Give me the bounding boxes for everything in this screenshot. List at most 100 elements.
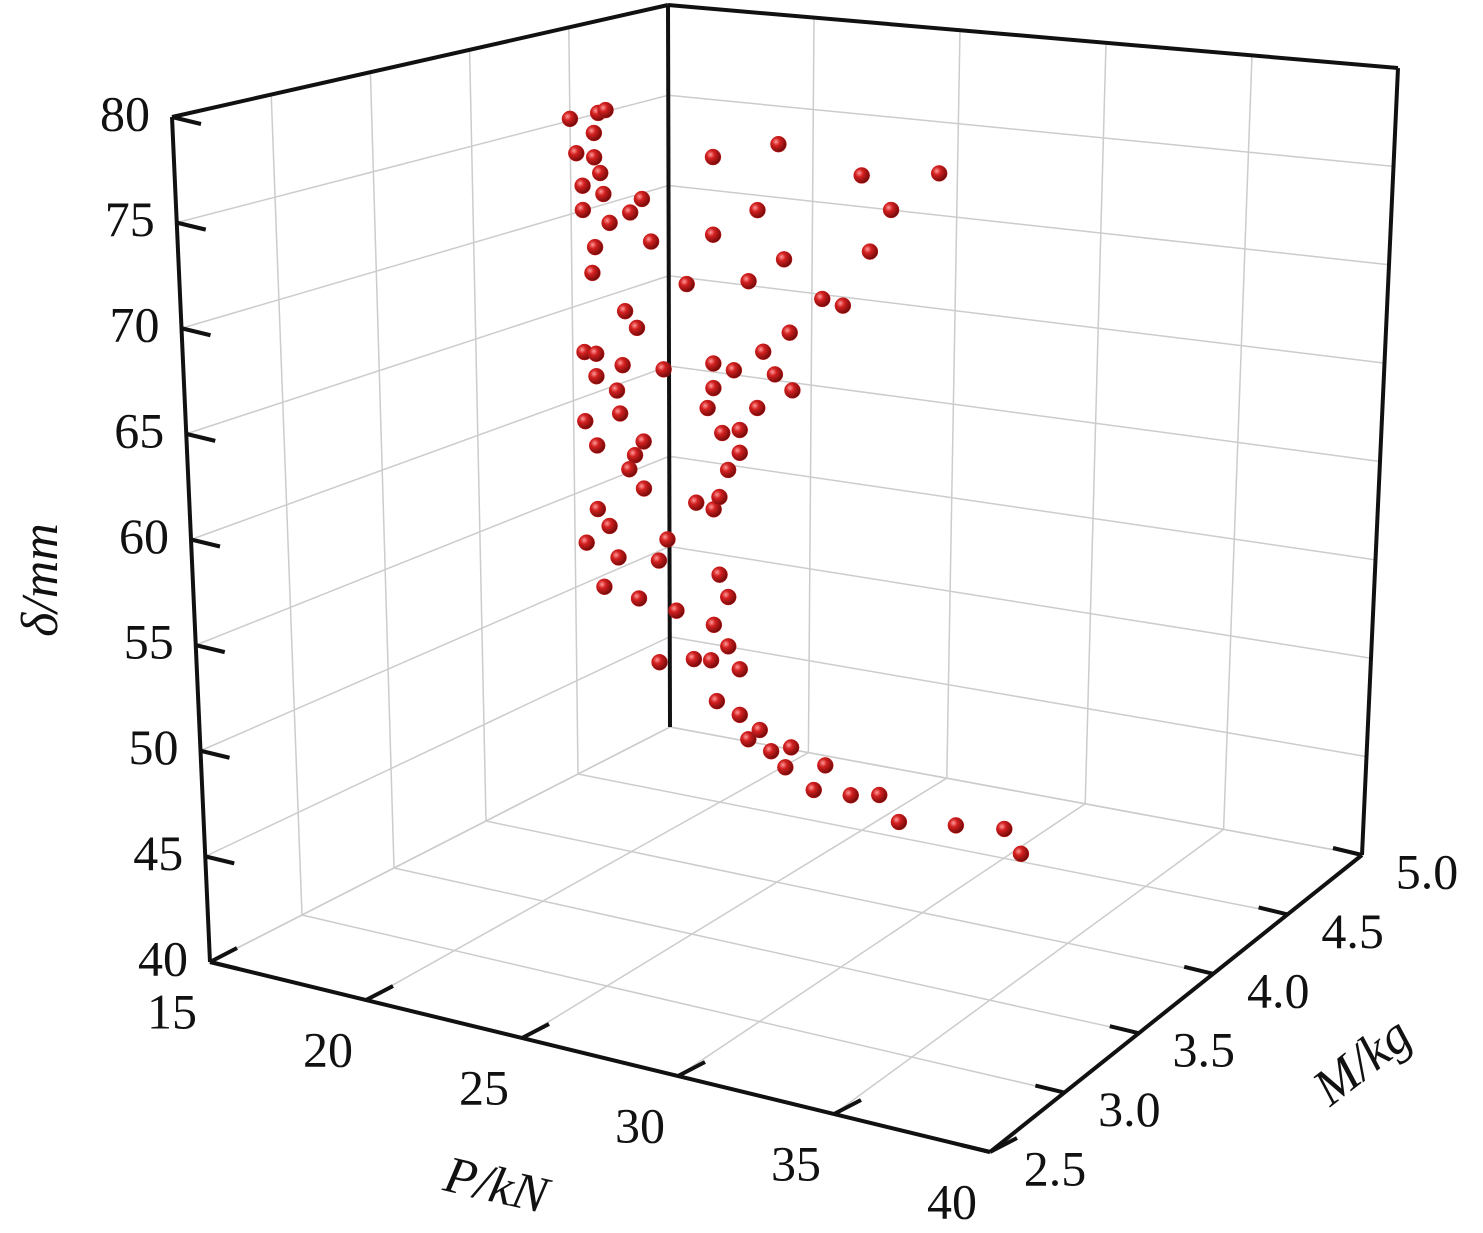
- point: [651, 653, 668, 671]
- z-tick: [195, 643, 226, 655]
- point: [687, 494, 705, 511]
- point: [719, 588, 737, 606]
- point: [668, 602, 685, 619]
- z-tick-label: 40: [138, 930, 188, 986]
- point: [574, 177, 591, 194]
- axis-line: [667, 3, 1399, 70]
- point: [650, 552, 668, 569]
- z-tick-label: 80: [100, 85, 150, 141]
- point: [871, 786, 888, 804]
- grid-line: [365, 751, 809, 1001]
- x-tick-label: 25: [459, 1059, 509, 1115]
- points: [561, 101, 1030, 863]
- point: [685, 650, 703, 668]
- point: [720, 638, 737, 655]
- point: [731, 444, 749, 462]
- point: [719, 461, 737, 479]
- z-tick-label: 70: [110, 297, 160, 353]
- grid-line: [568, 27, 579, 775]
- point: [586, 238, 604, 256]
- grid-line: [668, 94, 1394, 168]
- grid-line: [669, 636, 1367, 758]
- point: [766, 366, 784, 383]
- point: [781, 324, 798, 341]
- point: [610, 549, 627, 566]
- grid-line: [677, 803, 1086, 1077]
- y-tick: [1332, 846, 1363, 857]
- x-tick: [833, 1098, 862, 1116]
- z-tick-label: 45: [133, 825, 183, 881]
- point: [601, 517, 618, 535]
- grid-line: [1222, 55, 1253, 830]
- grid-line: [668, 184, 1390, 266]
- grid-line: [209, 726, 671, 963]
- y-tick-label: 4.5: [1321, 903, 1384, 959]
- point: [587, 345, 605, 363]
- x-tick-label: 20: [303, 1021, 353, 1077]
- z-axis-title: δ/mm: [12, 523, 69, 637]
- point: [947, 817, 965, 834]
- grid-line: [195, 455, 670, 646]
- point: [861, 243, 879, 260]
- point: [731, 421, 748, 439]
- point: [882, 201, 900, 219]
- point: [805, 781, 823, 799]
- point: [749, 201, 766, 219]
- point: [704, 148, 722, 166]
- point: [561, 110, 579, 128]
- point: [659, 531, 676, 548]
- point: [1012, 845, 1030, 863]
- grid-line: [521, 777, 948, 1039]
- frame: [170, 3, 1400, 1154]
- grid-line: [369, 72, 395, 869]
- grid-line: [807, 17, 815, 753]
- point: [705, 616, 723, 634]
- z-tick: [181, 326, 211, 338]
- y-tick: [1258, 905, 1289, 917]
- y-tick: [1183, 964, 1214, 976]
- z-tick-label: 55: [124, 614, 174, 670]
- point: [731, 661, 749, 678]
- point: [775, 251, 793, 268]
- point: [704, 226, 722, 243]
- grid: [171, 4, 1399, 1153]
- y-tick-label: 5.0: [1396, 843, 1459, 899]
- point: [782, 739, 800, 756]
- point: [777, 759, 794, 776]
- axis-line: [171, 3, 669, 119]
- point: [678, 275, 695, 293]
- point: [616, 302, 634, 320]
- point: [597, 101, 614, 119]
- point: [655, 361, 672, 378]
- grid-line: [468, 49, 487, 822]
- z-tick: [200, 748, 230, 760]
- point: [702, 652, 720, 669]
- point: [585, 124, 603, 142]
- point: [621, 204, 639, 221]
- x-tick: [989, 1136, 1018, 1154]
- point: [578, 534, 595, 551]
- grid-line: [176, 94, 669, 224]
- point: [784, 382, 801, 399]
- point: [890, 813, 908, 831]
- point: [589, 500, 607, 518]
- point: [633, 190, 651, 208]
- point: [591, 164, 609, 182]
- z-tick-label: 65: [114, 402, 164, 458]
- point: [754, 343, 772, 360]
- point: [853, 167, 870, 184]
- z-tick: [190, 537, 221, 549]
- z-tick: [204, 854, 235, 866]
- point: [749, 399, 766, 417]
- grid-line: [577, 773, 1288, 916]
- point: [699, 399, 716, 417]
- grid-line: [669, 545, 1372, 659]
- point: [705, 355, 722, 372]
- grid-line: [186, 275, 669, 435]
- point: [628, 319, 646, 337]
- x-tick-label: 40: [927, 1173, 977, 1229]
- point: [574, 201, 592, 219]
- point: [596, 578, 613, 596]
- point: [584, 264, 601, 282]
- grid-line: [669, 455, 1376, 561]
